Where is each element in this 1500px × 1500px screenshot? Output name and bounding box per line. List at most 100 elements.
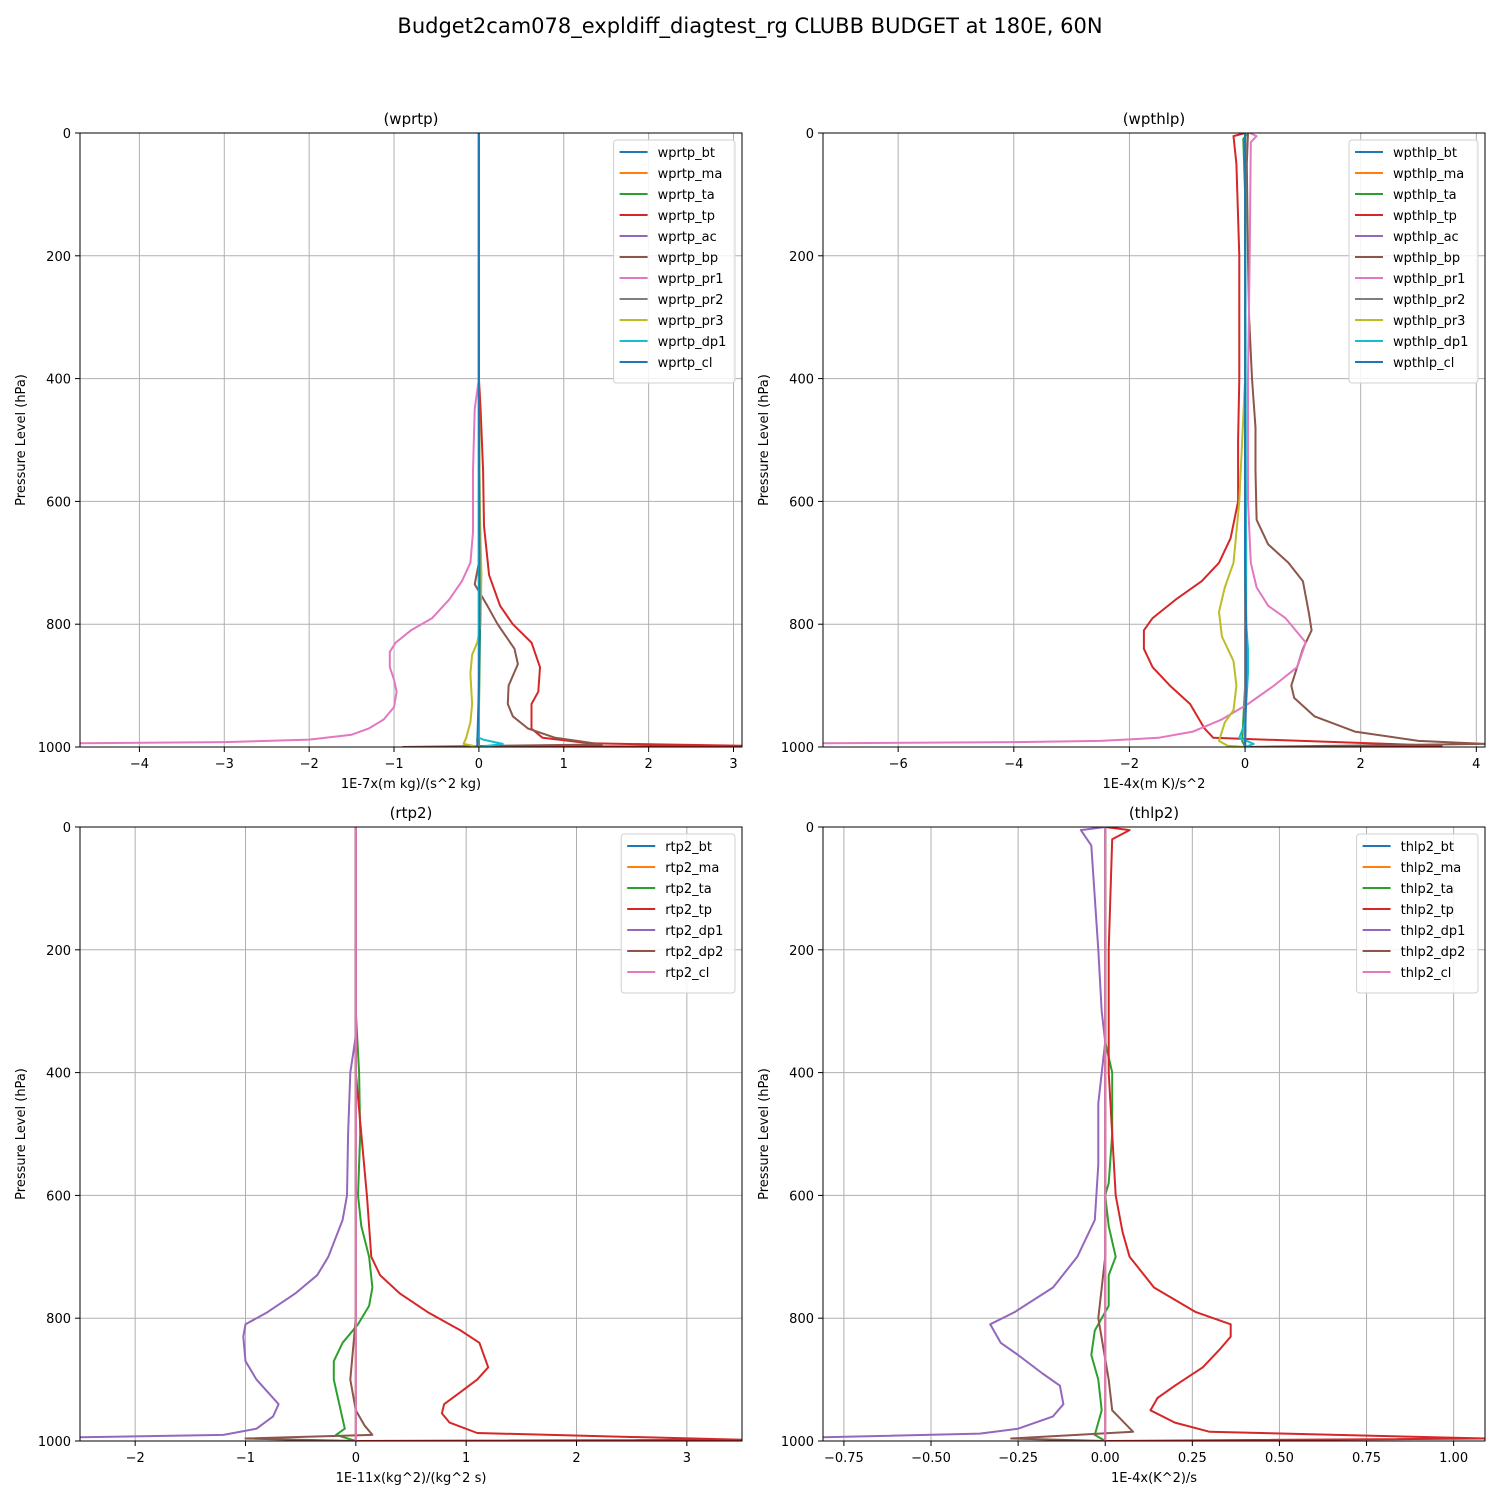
x-tick-label: 0.75 [1352,1451,1381,1466]
y-tick-label: 0 [63,821,71,836]
y-axis-label: Pressure Level (hPa) [757,1068,772,1200]
x-tick-label: −1 [236,1451,255,1466]
series-line-thlp2-dp2 [1010,827,1135,1441]
plot-frame [822,826,1486,1442]
x-tick-label: −0.50 [911,1451,951,1466]
legend: wpthlp_bt wpthlp_ma wpthlp_ta wpthlp_tpwpth… [1348,139,1479,384]
series-line-wprtp-tp [477,133,742,747]
legend-label-rtp2-tp: rtp2_tp [665,903,712,918]
series-line-thlp2-dp1 [823,827,1107,1439]
legend-box [620,833,736,994]
legend-label-wprtp-dp1: wprtp_dp1 [658,335,727,350]
legend: thlp2_bt thlp2_ma thlp2_ta thlp2_tp thlp2_dp… [1356,833,1479,994]
x-tick-label: −4 [1004,757,1023,772]
y-tick-label: 800 [46,1312,71,1327]
y-tick-label: 0 [806,127,814,142]
series-line-rtp2-dp1 [80,827,357,1439]
series-line-wpthlp-bp [1245,133,1485,747]
y-tick-label: 800 [789,618,814,633]
chart-title: (wprtp) [383,110,438,128]
y-tick-label: 600 [46,495,71,510]
x-tick-label: 2 [572,1451,580,1466]
x-tick-label: −2 [1120,757,1139,772]
legend-label-wpthlp-cl: wpthlp_cl [1393,356,1454,371]
x-tick-label: 2 [1357,757,1365,772]
x-tick-label: 0 [475,757,483,772]
x-tick-label: −3 [215,757,234,772]
y-tick-label: 0 [63,127,71,142]
x-axis-label: 1E-4x(K^2)/s [1111,1471,1197,1486]
y-tick-label: 200 [789,250,814,265]
y-tick-label: 0 [806,821,814,836]
legend-label-wprtp-ac: wprtp_ac [658,230,717,245]
x-tick-label: 0.00 [1091,1451,1120,1466]
y-tick-label: 600 [789,495,814,510]
x-tick-label: −4 [130,757,149,772]
x-axis-label: 1E-4x(m K)/s^2 [1103,777,1206,792]
legend-label-wpthlp-tp: wpthlp_tp [1393,209,1457,224]
series-line-thlp2-ta [1090,827,1117,1441]
legend-label-wprtp-ta: wprtp_ta [658,188,715,203]
y-tick-label: 400 [789,373,814,388]
series-line-thlp2-tp [1105,827,1485,1441]
series-line-wprtp-bp [402,133,603,747]
legend-label-thlp2-dp1: thlp2_dp1 [1401,924,1466,939]
x-tick-label: 1 [560,757,568,772]
legend-box [1348,139,1479,384]
x-tick-label: 0.50 [1265,1451,1294,1466]
legend-label-wpthlp-bt: wpthlp_bt [1393,146,1457,161]
legend-label-rtp2-ta: rtp2_ta [665,882,712,897]
legend-label-thlp2-bt: thlp2_bt [1401,840,1454,855]
legend-label-wprtp-bp: wprtp_bp [658,251,719,266]
y-tick-label: 600 [46,1189,71,1204]
legend-box [613,139,736,384]
legend-label-wpthlp-pr2: wpthlp_pr2 [1393,293,1465,308]
legend-label-rtp2-bt: rtp2_bt [665,840,712,855]
series-line-rtp2-tp [354,827,742,1441]
legend-label-rtp2-cl: rtp2_cl [665,966,709,981]
chart-title: (rtp2) [390,804,433,822]
legend-label-wprtp-tp: wprtp_tp [658,209,715,224]
plot-frame [79,826,743,1442]
x-tick-label: 0 [1241,757,1249,772]
legend-label-wprtp-cl: wprtp_cl [658,356,713,371]
x-tick-label: 1 [462,1451,470,1466]
figure-title: Budget2cam078_expldiff_diagtest_rg CLUBB… [397,14,1103,38]
series-line-wpthlp-pr3 [1218,133,1247,747]
x-tick-label: −2 [300,757,319,772]
x-tick-label: −0.75 [824,1451,864,1466]
x-tick-label: 2 [645,757,653,772]
y-tick-label: 200 [46,944,71,959]
legend-label-wpthlp-bp: wpthlp_bp [1393,251,1460,266]
legend-label-thlp2-cl: thlp2_cl [1401,966,1452,981]
series-line-wprtp-pr1 [80,133,480,745]
legend-label-wpthlp-ma: wpthlp_ma [1393,167,1464,182]
legend-label-wprtp-pr2: wprtp_pr2 [658,293,724,308]
x-tick-label: 1.00 [1439,1451,1468,1466]
legend-label-wpthlp-ta: wpthlp_ta [1393,188,1457,203]
x-tick-label: 0 [352,1451,360,1466]
x-tick-label: 4 [1472,757,1480,772]
y-tick-label: 200 [46,250,71,265]
legend-label-wprtp-bt: wprtp_bt [658,146,715,161]
legend-label-wpthlp-pr3: wpthlp_pr3 [1393,314,1465,329]
y-tick-label: 400 [46,373,71,388]
legend-label-wprtp-pr1: wprtp_pr1 [658,272,724,287]
legend-box [1356,833,1479,994]
chart-title: (wpthlp) [1123,110,1186,128]
x-tick-label: −2 [126,1451,145,1466]
y-tick-label: 400 [789,1067,814,1082]
y-axis-label: Pressure Level (hPa) [14,374,29,506]
series-line-wprtp-cl [476,133,481,747]
x-tick-label: 3 [683,1451,691,1466]
x-tick-label: −1 [384,757,403,772]
legend-label-wprtp-ma: wprtp_ma [658,167,723,182]
x-axis-label: 1E-7x(m kg)/(s^2 kg) [341,777,481,792]
legend-label-thlp2-dp2: thlp2_dp2 [1401,945,1466,960]
legend: wprtp_bt wprtp_ma wprtp_ta wprtp_tp wprtp_ac… [613,139,736,384]
legend-label-thlp2-tp: thlp2_tp [1401,903,1454,918]
